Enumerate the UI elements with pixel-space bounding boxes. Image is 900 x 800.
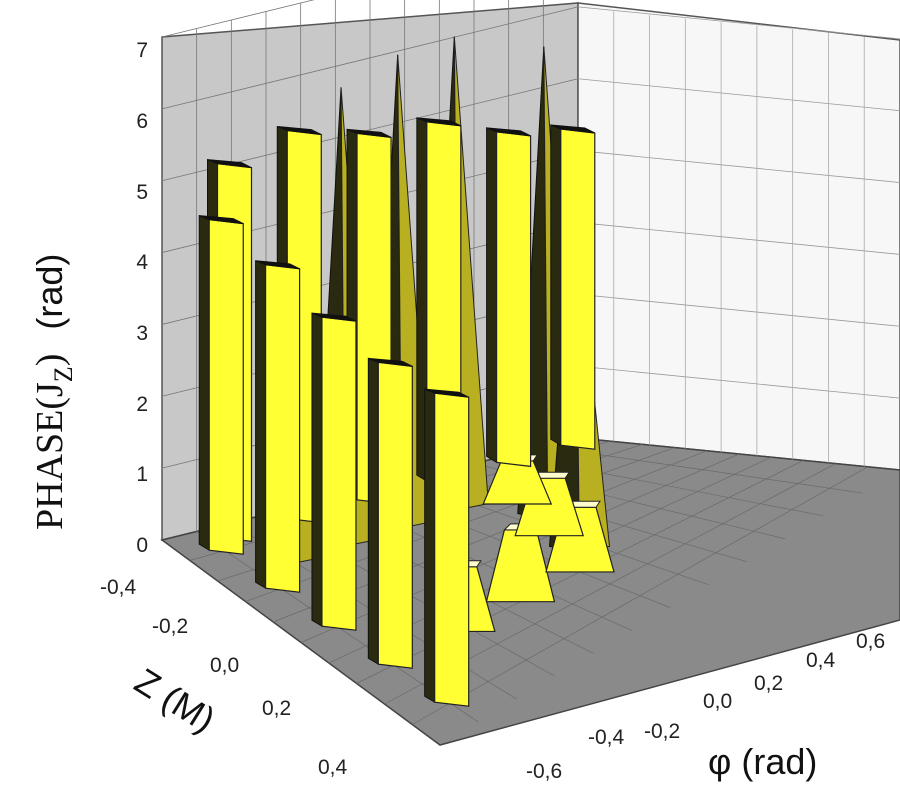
x-tick-label: -0,2 xyxy=(644,720,680,743)
wall-gridline xyxy=(577,150,900,183)
pillar-top xyxy=(277,126,322,136)
pillar-top xyxy=(255,260,300,270)
pillar-top xyxy=(486,127,531,137)
pillar-face xyxy=(208,218,244,555)
z-tick-label: 6 xyxy=(136,110,148,133)
pillar-side xyxy=(424,388,436,704)
pillar-face xyxy=(495,131,532,468)
wall-gridline xyxy=(577,293,900,327)
x-axis-title: φ (rad) xyxy=(708,741,817,782)
wall-gridline xyxy=(577,222,900,255)
z-tick-label: 0 xyxy=(136,534,148,557)
pillar-top xyxy=(207,159,252,169)
y-tick-label: 0,0 xyxy=(210,654,239,677)
x-tick-label: 0,0 xyxy=(703,690,732,713)
y-axis-ticks: -0,4 -0,2 0,0 0,2 0,4 xyxy=(100,576,348,779)
y-tick-label: -0,2 xyxy=(152,615,188,638)
z-axis-ticks: 0 1 2 3 4 5 6 7 xyxy=(136,39,148,557)
z-tick-label: 7 xyxy=(136,39,148,62)
pillar-top xyxy=(199,215,244,225)
pillar-side xyxy=(367,357,379,666)
pillar-side xyxy=(255,260,267,590)
pillar-top xyxy=(368,357,413,367)
pillar-top xyxy=(311,312,357,322)
z-axis-title-tail: ) xyxy=(29,354,71,367)
z-axis-title-sub: Z xyxy=(49,366,78,382)
x-tick-label: -0,4 xyxy=(588,726,625,749)
back-right-wall xyxy=(577,2,900,471)
z-axis-title: PHASE(JZ) (rad) xyxy=(29,254,78,530)
wall-gridline xyxy=(577,365,900,399)
pillar-side xyxy=(311,312,323,628)
pillar-side xyxy=(486,127,498,464)
y-tick-label: 0,4 xyxy=(318,756,348,779)
pillar-side xyxy=(550,124,562,447)
wall-gridline xyxy=(577,78,900,112)
z-tick-label: 3 xyxy=(136,322,148,345)
wall-gridline xyxy=(577,6,900,40)
pillar-top xyxy=(550,124,596,134)
pillar-top xyxy=(346,128,392,138)
x-tick-label: 0,6 xyxy=(856,630,885,653)
x-tick-label: 0,4 xyxy=(806,649,836,672)
pillar-top xyxy=(416,117,462,127)
z-tick-label: 5 xyxy=(136,181,148,204)
z-tick-label: 1 xyxy=(136,463,148,486)
z-tick-label: 4 xyxy=(136,251,148,274)
pillar-side xyxy=(198,214,210,552)
z-axis-title-main: PHASE(J xyxy=(29,382,71,530)
pillar-face xyxy=(321,316,357,631)
y-tick-label: -0,4 xyxy=(100,576,137,599)
x-tick-label: -0,6 xyxy=(526,760,562,783)
pillar-face xyxy=(434,392,470,707)
pillar-top xyxy=(424,388,469,398)
surface-marks xyxy=(198,36,615,707)
pillar-face xyxy=(377,361,413,669)
x-axis-ticks: -0,6 -0,4 -0,2 0,0 0,2 0,4 0,6 xyxy=(526,630,885,783)
pillar-face xyxy=(560,128,596,450)
y-axis-title: Z (M) xyxy=(128,660,223,740)
pillar-face xyxy=(264,264,301,593)
x-tick-label: 0,2 xyxy=(754,672,783,695)
z-axis-title-unit: (rad) xyxy=(29,254,70,330)
z-tick-label: 2 xyxy=(136,393,148,416)
y-tick-label: 0,2 xyxy=(262,697,291,720)
